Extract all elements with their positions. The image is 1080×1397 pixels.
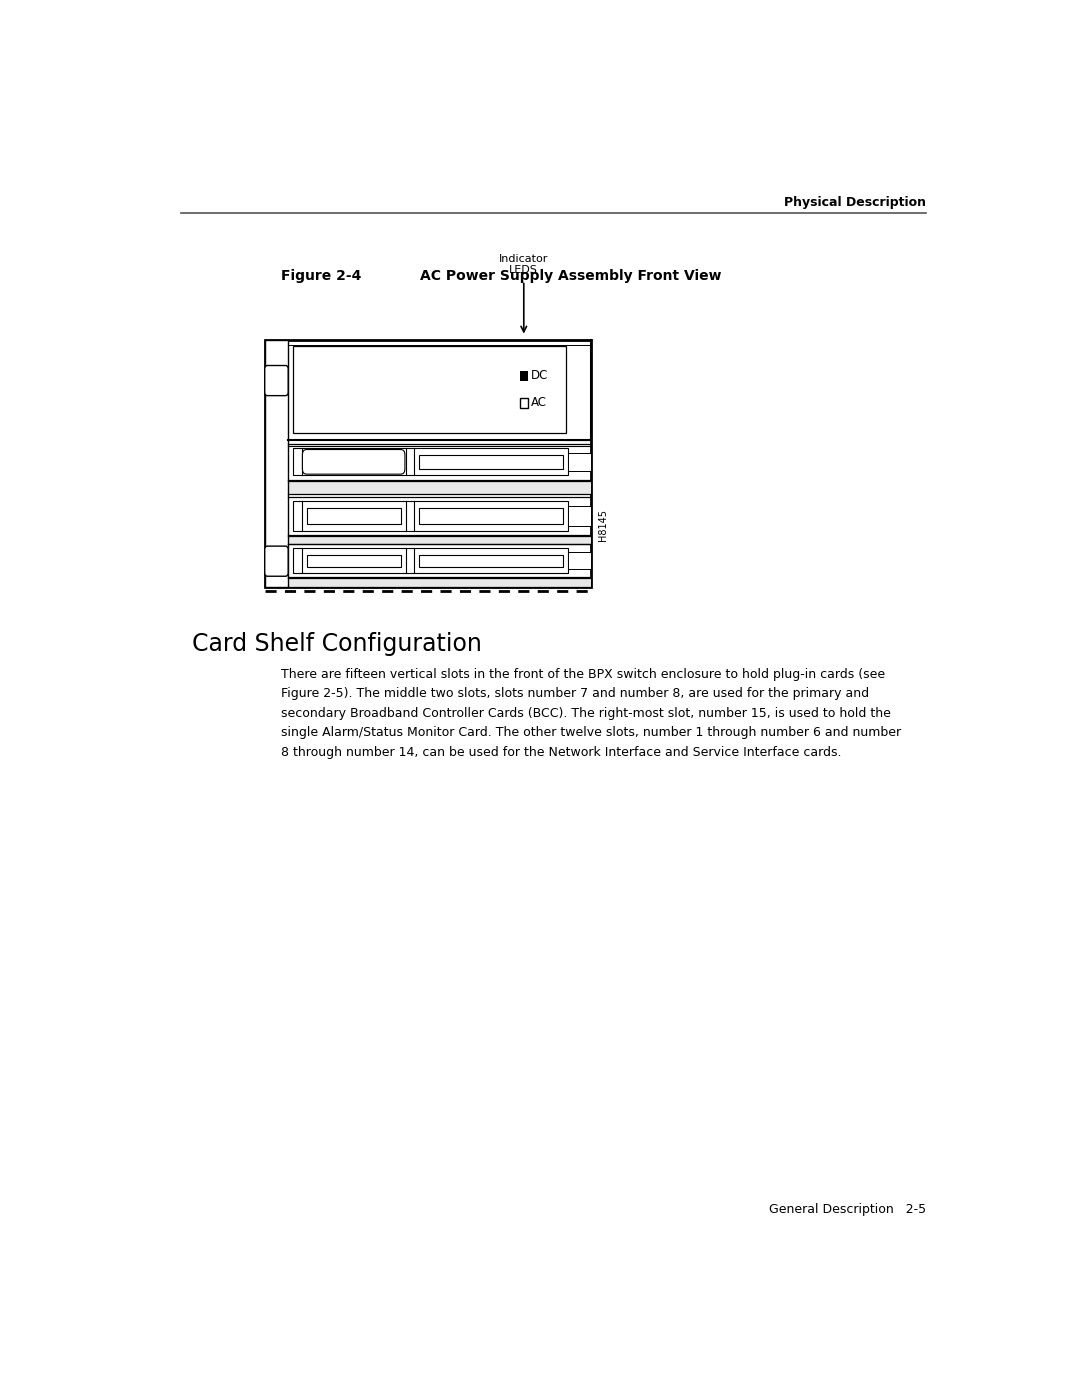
Bar	[265, 339, 288, 587]
Text: Indicator
LEDS: Indicator LEDS	[499, 254, 549, 275]
Bar	[419, 555, 563, 567]
Bar	[568, 453, 591, 471]
Bar	[288, 535, 591, 543]
Bar	[307, 507, 401, 524]
Text: General Description   2-5: General Description 2-5	[769, 1203, 926, 1217]
Text: Physical Description: Physical Description	[784, 196, 926, 208]
Bar	[521, 398, 527, 408]
FancyBboxPatch shape	[265, 546, 288, 576]
Text: Card Shelf Configuration: Card Shelf Configuration	[192, 633, 482, 657]
Bar	[419, 507, 563, 524]
Text: There are fifteen vertical slots in the front of the BPX switch enclosure to hol: There are fifteen vertical slots in the …	[282, 668, 902, 759]
Bar	[293, 346, 566, 433]
Text: DC: DC	[531, 369, 549, 383]
Bar	[568, 552, 591, 569]
Bar	[307, 555, 401, 567]
Bar	[293, 448, 568, 475]
Bar	[288, 481, 591, 493]
Bar	[265, 339, 591, 587]
Text: H8145: H8145	[598, 510, 608, 541]
FancyBboxPatch shape	[302, 450, 405, 474]
FancyBboxPatch shape	[265, 366, 288, 395]
Text: Figure 2-4: Figure 2-4	[282, 268, 362, 282]
Text: AC Power Supply Assembly Front View: AC Power Supply Assembly Front View	[420, 268, 721, 282]
Bar	[521, 372, 527, 381]
Bar	[568, 507, 591, 525]
Bar	[293, 548, 568, 573]
Bar	[419, 455, 563, 469]
Bar	[288, 578, 591, 587]
Bar	[293, 502, 568, 531]
Text: AC: AC	[531, 397, 546, 409]
